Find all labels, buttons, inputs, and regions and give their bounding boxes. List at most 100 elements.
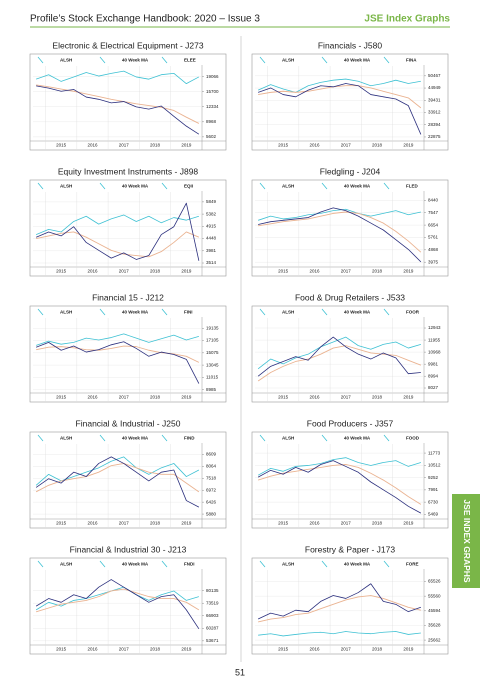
x-tick-label: 2015 (56, 395, 67, 400)
x-tick-label: 2016 (309, 521, 320, 526)
legend-label: EQII (184, 184, 193, 189)
y-tick-label: 5761 (428, 235, 439, 240)
x-tick-label: 2019 (403, 395, 414, 400)
series-line (258, 211, 422, 253)
y-tick-label: 28394 (428, 122, 441, 127)
y-tick-label: 19135 (206, 325, 219, 330)
y-tick-label: 15075 (206, 350, 219, 355)
chart-title: Forestry & Paper - J173 (305, 544, 396, 554)
x-tick-label: 2018 (372, 521, 383, 526)
x-tick-label: 2018 (372, 143, 383, 148)
series-line (35, 70, 200, 85)
x-tick-label: 2015 (56, 269, 67, 274)
chart-frame (29, 305, 227, 403)
legend-swatch (321, 560, 328, 568)
chart-title: Financial & Industrial 30 - J213 (70, 544, 187, 554)
legend-swatch (161, 308, 168, 316)
legend-swatch (37, 560, 44, 568)
x-tick-label: 2018 (150, 395, 161, 400)
y-tick-label: 7991 (428, 487, 439, 492)
legend-swatch (383, 434, 390, 442)
legend-label: ELEE (184, 58, 196, 63)
series-line (258, 631, 421, 637)
x-tick-label: 2017 (119, 143, 130, 148)
y-tick-label: 9981 (428, 361, 439, 366)
legend-swatch (37, 308, 44, 316)
x-tick-label: 2019 (403, 269, 414, 274)
y-tick-label: 10968 (428, 349, 441, 354)
side-tab (452, 494, 480, 588)
y-tick-label: 53671 (206, 638, 219, 643)
series-line (36, 333, 199, 346)
legend-label: ALSH (282, 562, 294, 567)
legend-label: 40 Week MA (344, 436, 371, 441)
legend-swatch (161, 182, 168, 190)
legend-label: ALSH (282, 436, 294, 441)
legend-label: ALSH (282, 310, 294, 315)
chart-title: Food Producers - J357 (307, 418, 394, 428)
y-tick-label: 12943 (428, 325, 441, 330)
x-tick-label: 2016 (87, 395, 98, 400)
y-tick-label: 11773 (428, 450, 441, 455)
y-tick-label: 3514 (206, 260, 217, 265)
series-line (258, 595, 421, 623)
series-line (257, 345, 422, 382)
x-tick-label: 2018 (150, 269, 161, 274)
legend-swatch (161, 56, 168, 64)
chart-title: Electronic & Electrical Equipment - J273 (52, 40, 203, 50)
y-tick-label: 50467 (428, 73, 441, 78)
legend-swatch (259, 308, 266, 316)
y-tick-label: 5382 (206, 211, 217, 216)
legend-label: FLED (406, 184, 418, 189)
chart-title: Financial & Industrial - J250 (76, 418, 181, 428)
series-line (35, 463, 200, 493)
x-tick-label: 2019 (181, 521, 192, 526)
header-title: Profile’s Stock Exchange Handbook: 2020 … (30, 14, 260, 25)
y-tick-label: 3975 (428, 259, 439, 264)
legend-swatch (259, 182, 266, 190)
legend-label: FIND (184, 436, 195, 441)
x-tick-label: 2019 (181, 143, 192, 148)
legend-swatch (259, 560, 266, 568)
series-line (35, 341, 200, 384)
x-tick-label: 2016 (309, 269, 320, 274)
y-tick-label: 11015 (206, 375, 219, 380)
y-tick-label: 4448 (206, 236, 217, 241)
legend-label: ALSH (60, 184, 72, 189)
x-tick-label: 2018 (372, 647, 383, 652)
legend-swatch (383, 182, 390, 190)
legend-label: ALSH (60, 562, 72, 567)
x-tick-label: 2019 (403, 647, 414, 652)
x-tick-label: 2017 (341, 647, 352, 652)
side-tab-label: JSE INDEX GRAPHS (462, 499, 472, 582)
y-tick-label: 6654 (428, 222, 439, 227)
legend-swatch (321, 434, 328, 442)
x-tick-label: 2018 (150, 143, 161, 148)
y-tick-label: 11955 (428, 337, 441, 342)
y-tick-label: 5849 (206, 199, 217, 204)
y-tick-label: 4868 (428, 247, 439, 252)
y-tick-label: 45594 (428, 608, 441, 613)
y-tick-label: 8440 (428, 198, 439, 203)
series-line (258, 207, 422, 263)
x-tick-label: 2017 (119, 395, 130, 400)
legend-label: FNDI (184, 562, 195, 567)
legend-label: 40 Week MA (122, 58, 149, 63)
x-tick-label: 2016 (87, 521, 98, 526)
page-number: 51 (235, 667, 245, 677)
x-tick-label: 2016 (309, 143, 320, 148)
x-tick-label: 2017 (341, 521, 352, 526)
legend-label: FORE (406, 562, 419, 567)
x-tick-label: 2017 (341, 395, 352, 400)
legend-label: 40 Week MA (344, 562, 371, 567)
legend-swatch (99, 308, 106, 316)
series-line (257, 336, 421, 370)
x-tick-label: 2017 (119, 269, 130, 274)
x-tick-label: 2019 (181, 647, 192, 652)
y-tick-label: 44949 (428, 85, 441, 90)
y-tick-label: 7518 (206, 476, 217, 481)
y-tick-label: 4915 (206, 224, 217, 229)
series-line (36, 345, 200, 363)
y-tick-label: 35628 (428, 623, 441, 628)
